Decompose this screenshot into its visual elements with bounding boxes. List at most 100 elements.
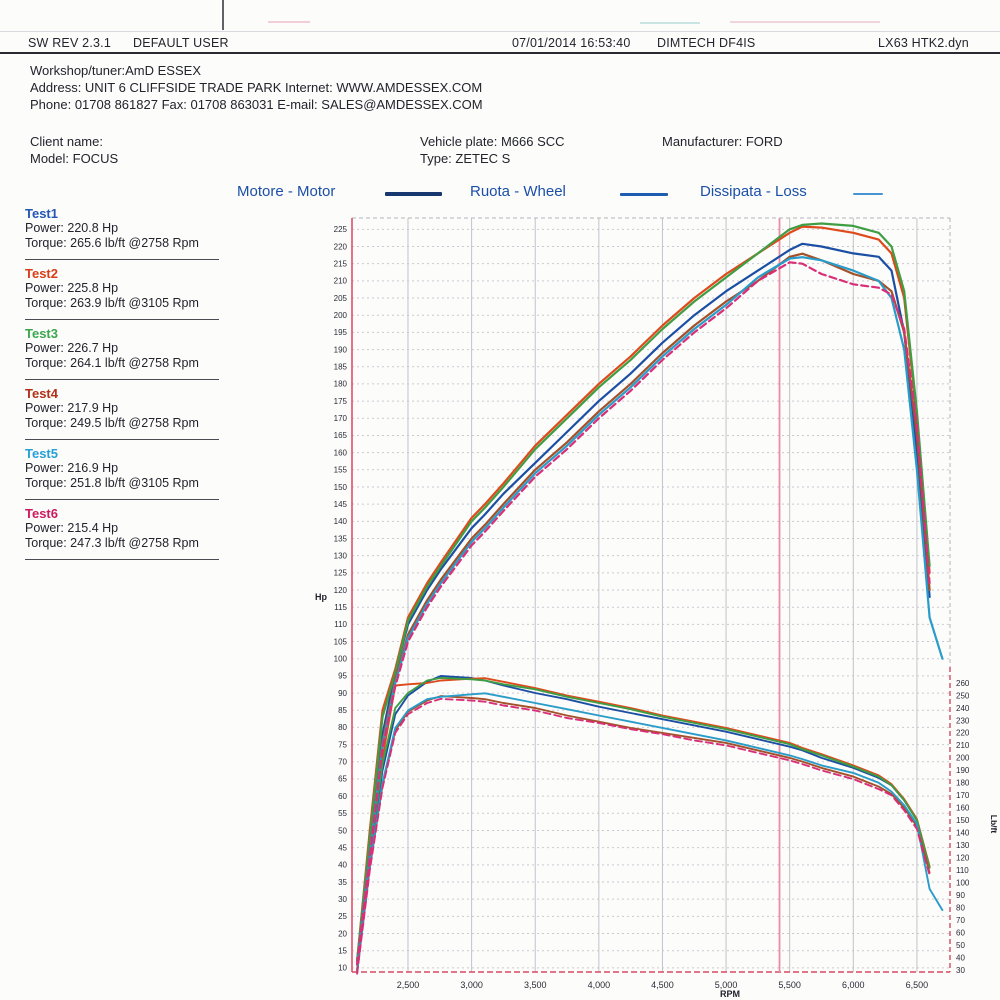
legend-line-loss: [853, 193, 883, 195]
legend-label-motor: Motore - Motor: [237, 183, 336, 200]
lbft-tick-label: 130: [956, 841, 970, 850]
lbft-tick-label: 100: [956, 878, 970, 887]
test-result-2: Test2 Power: 225.8 Hp Torque: 263.9 lb/f…: [25, 260, 219, 320]
lbft-tick-label: 250: [956, 691, 970, 700]
test-name: Test6: [25, 506, 58, 521]
vehicle-plate: Vehicle plate: M666 SCC: [420, 134, 565, 149]
test-torque: Torque: 264.1 lb/ft @2758 Rpm: [25, 355, 199, 370]
power-curve-test1: [356, 242, 931, 963]
lbft-tick-label: 190: [956, 766, 970, 775]
lbft-tick-label: 160: [956, 804, 970, 813]
lbft-tick-label: 50: [956, 941, 965, 950]
hp-tick-label: 215: [334, 259, 348, 268]
hp-tick-label: 175: [334, 397, 348, 406]
hp-tick-label: 185: [334, 363, 348, 372]
hp-tick-label: 205: [334, 294, 348, 303]
hp-tick-label: 125: [334, 569, 348, 578]
lbft-tick-label: 230: [956, 716, 970, 725]
legend-label-loss: Dissipata - Loss: [700, 183, 807, 200]
power-curve-test2: [356, 225, 931, 963]
hp-tick-label: 120: [334, 586, 348, 595]
test-power: Power: 226.7 Hp: [25, 341, 119, 355]
torque-curve-test1: [356, 675, 931, 971]
test-name: Test4: [25, 386, 58, 401]
test-torque: Torque: 249.5 lb/ft @2758 Rpm: [25, 415, 199, 430]
hp-tick-label: 190: [334, 345, 348, 354]
hp-tick-label: 160: [334, 448, 348, 457]
scan-artifact-streak: [640, 22, 700, 24]
test-name: Test2: [25, 266, 58, 281]
lbft-tick-label: 210: [956, 741, 970, 750]
power-curve-test3: [356, 222, 931, 963]
rpm-tick-label: 5,000: [715, 980, 738, 990]
header-rule: [0, 52, 1000, 54]
legend-label-wheel: Ruota - Wheel: [470, 183, 566, 200]
torque-curve-test2: [356, 677, 931, 971]
lbft-tick-label: 140: [956, 829, 970, 838]
power-curve-test5: [356, 256, 944, 966]
hp-tick-label: 110: [334, 620, 347, 629]
lbft-tick-label: 70: [956, 916, 965, 925]
hp-tick-label: 55: [338, 809, 347, 818]
hp-tick-label: 180: [334, 380, 348, 389]
hp-tick-label: 200: [334, 311, 348, 320]
lbft-tick-label: 240: [956, 704, 970, 713]
hp-tick-label: 85: [338, 706, 347, 715]
hp-axis-title: Hp: [315, 592, 327, 602]
test-result-6: Test6 Power: 215.4 Hp Torque: 247.3 lb/f…: [25, 500, 219, 560]
test-torque: Torque: 263.9 lb/ft @3105 Rpm: [25, 295, 199, 310]
test-name: Test5: [25, 446, 58, 461]
test-torque: Torque: 251.8 lb/ft @3105 Rpm: [25, 475, 199, 490]
lbft-axis-title: Lb/ft: [989, 815, 999, 834]
rpm-axis-title: RPM: [720, 989, 740, 999]
test-name: Test3: [25, 326, 58, 341]
rpm-tick-label: 6,000: [842, 980, 865, 990]
lbft-tick-label: 220: [956, 729, 970, 738]
hp-tick-label: 90: [338, 689, 347, 698]
scan-artifact-streak: [268, 21, 310, 23]
test-result-5: Test5 Power: 216.9 Hp Torque: 251.8 lb/f…: [25, 440, 219, 500]
lbft-tick-label: 80: [956, 903, 965, 912]
test-power: Power: 220.8 Hp: [25, 221, 119, 235]
vehicle-type: Type: ZETEC S: [420, 151, 511, 166]
page-top-rule: [0, 31, 1000, 32]
hp-tick-label: 115: [334, 603, 347, 612]
hp-tick-label: 50: [338, 826, 347, 835]
test-result-4: Test4 Power: 217.9 Hp Torque: 249.5 lb/f…: [25, 380, 219, 440]
vehicle-block: Vehicle plate: M666 SCC Type: ZETEC S: [420, 133, 565, 167]
workshop-info: Workshop/tuner:AmD ESSEX Address: UNIT 6…: [30, 62, 483, 113]
hp-tick-label: 165: [334, 431, 348, 440]
hp-tick-label: 25: [338, 912, 347, 921]
hp-tick-label: 80: [338, 723, 347, 732]
workshop-phone: Phone: 01708 861827 Fax: 01708 863031 E-…: [30, 97, 483, 112]
test-result-3: Test3 Power: 226.7 Hp Torque: 264.1 lb/f…: [25, 320, 219, 380]
test-result-1: Test1 Power: 220.8 Hp Torque: 265.6 lb/f…: [25, 206, 219, 260]
rpm-tick-label: 4,000: [588, 980, 611, 990]
rpm-tick-label: 3,500: [524, 980, 547, 990]
hp-tick-label: 10: [338, 964, 347, 973]
header-device: DIMTECH DF4IS: [657, 36, 756, 50]
hp-tick-label: 60: [338, 792, 347, 801]
lbft-tick-label: 120: [956, 854, 970, 863]
hp-tick-label: 220: [334, 242, 348, 251]
power-curve-test6: [356, 261, 931, 966]
hp-tick-label: 95: [338, 672, 347, 681]
test-name: Test1: [25, 206, 58, 221]
legend-line-wheel: [620, 193, 668, 196]
client-name: Client name:: [30, 134, 103, 149]
workshop-tuner: Workshop/tuner:AmD ESSEX: [30, 63, 201, 78]
hp-tick-label: 170: [334, 414, 348, 423]
scan-artifact-streak: [730, 21, 880, 23]
hp-tick-label: 140: [334, 517, 348, 526]
test-torque: Torque: 265.6 lb/ft @2758 Rpm: [25, 235, 199, 250]
hp-tick-label: 45: [338, 843, 347, 852]
hp-tick-label: 135: [334, 534, 348, 543]
manufacturer: Manufacturer: FORD: [662, 134, 783, 149]
lbft-tick-label: 90: [956, 891, 965, 900]
legend-line-motor: [385, 192, 442, 196]
lbft-tick-label: 200: [956, 754, 970, 763]
lbft-tick-label: 110: [956, 866, 969, 875]
torque-curve-test4: [356, 695, 931, 974]
